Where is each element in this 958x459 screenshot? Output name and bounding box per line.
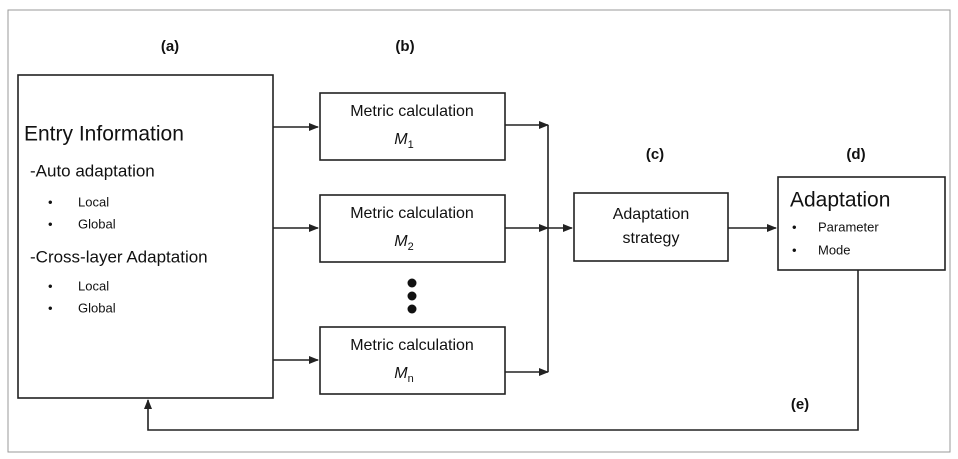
entry-title: Entry Information: [24, 123, 184, 146]
label-d: (d): [846, 146, 865, 163]
ellipsis-dot: [407, 278, 417, 288]
item: Parameter: [818, 219, 879, 234]
strategy-line: strategy: [623, 230, 680, 247]
ellipsis-dot: [407, 304, 417, 314]
label-c: (c): [646, 146, 664, 163]
subscript: 2: [408, 241, 414, 253]
metric-2: Metric calculation M2: [319, 194, 506, 263]
connectors: [144, 121, 859, 431]
metric-label: Metric calculation: [350, 337, 474, 354]
item: Local: [78, 194, 109, 209]
symbol: M: [394, 131, 408, 148]
bullet: •: [792, 242, 797, 257]
metric-n: Metric calculation Mn: [319, 326, 506, 395]
subscript: n: [408, 373, 414, 385]
metric-symbol: M1: [394, 131, 413, 151]
item: Mode: [818, 242, 851, 257]
feedback-arrow: [144, 270, 859, 431]
bullet: •: [48, 300, 53, 315]
frame: [7, 9, 951, 453]
item: Global: [78, 216, 116, 231]
symbol: M: [394, 233, 408, 250]
strategy-line: Adaptation: [613, 206, 690, 223]
metric-symbol: Mn: [394, 365, 413, 385]
metric-box: [319, 326, 506, 395]
group-heading: -Auto adaptation: [30, 161, 155, 180]
metric-1: Metric calculation M1: [319, 92, 506, 161]
metric-label: Metric calculation: [350, 103, 474, 120]
symbol: M: [394, 365, 408, 382]
ellipsis-dot: [407, 291, 417, 301]
label-a: (a): [161, 38, 179, 55]
subscript: 1: [408, 139, 414, 151]
bullet: •: [48, 216, 53, 231]
entry-box: [17, 74, 274, 399]
item: Global: [78, 300, 116, 315]
label-e: (e): [791, 396, 809, 413]
strategy-box: [573, 192, 729, 262]
adaptation-title: Adaptation: [790, 189, 890, 212]
metric-symbol: M2: [394, 233, 413, 253]
bullet: •: [48, 194, 53, 209]
group-heading: -Cross-layer Adaptation: [30, 247, 208, 266]
item: Local: [78, 278, 109, 293]
adaptation-box: [777, 176, 946, 271]
metric-box: [319, 194, 506, 263]
label-b: (b): [395, 38, 414, 55]
metric-box: [319, 92, 506, 161]
metric-label: Metric calculation: [350, 205, 474, 222]
bullet: •: [48, 278, 53, 293]
bullet: •: [792, 219, 797, 234]
